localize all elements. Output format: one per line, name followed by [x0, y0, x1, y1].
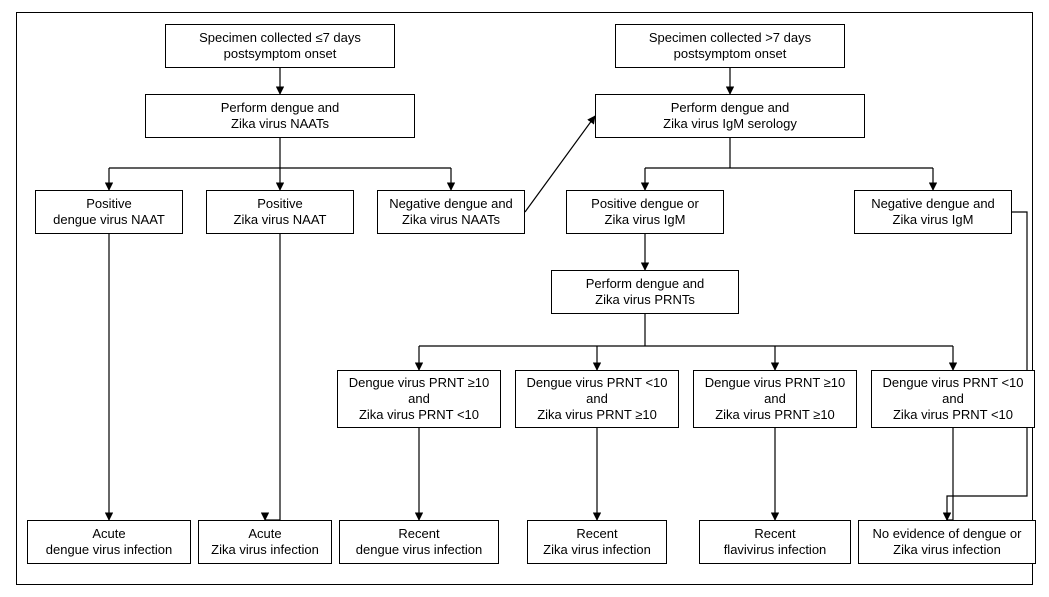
node-n_out4: RecentZika virus infection — [527, 520, 667, 564]
node-n_neg_igm: Negative dengue andZika virus IgM — [854, 190, 1012, 234]
node-n_prnt2: Dengue virus PRNT <10andZika virus PRNT … — [515, 370, 679, 428]
node-n_neg_naat: Negative dengue andZika virus NAATs — [377, 190, 525, 234]
node-n_out3: Recentdengue virus infection — [339, 520, 499, 564]
node-n_out2: AcuteZika virus infection — [198, 520, 332, 564]
node-n_right_test: Perform dengue andZika virus IgM serolog… — [595, 94, 865, 138]
node-n_prnt3: Dengue virus PRNT ≥10andZika virus PRNT … — [693, 370, 857, 428]
node-n_out1: Acutedengue virus infection — [27, 520, 191, 564]
node-n_pos_zika: PositiveZika virus NAAT — [206, 190, 354, 234]
node-n_out5: Recentflavivirus infection — [699, 520, 851, 564]
node-n_pos_igm: Positive dengue orZika virus IgM — [566, 190, 724, 234]
flowchart-canvas: Specimen collected ≤7 dayspostsymptom on… — [0, 0, 1049, 597]
node-n_pos_dengue: Positivedengue virus NAAT — [35, 190, 183, 234]
node-n_left_spec: Specimen collected ≤7 dayspostsymptom on… — [165, 24, 395, 68]
node-n_prnt: Perform dengue andZika virus PRNTs — [551, 270, 739, 314]
node-n_left_test: Perform dengue andZika virus NAATs — [145, 94, 415, 138]
node-n_right_spec: Specimen collected >7 dayspostsymptom on… — [615, 24, 845, 68]
node-n_prnt1: Dengue virus PRNT ≥10andZika virus PRNT … — [337, 370, 501, 428]
node-n_prnt4: Dengue virus PRNT <10andZika virus PRNT … — [871, 370, 1035, 428]
node-n_out6: No evidence of dengue orZika virus infec… — [858, 520, 1036, 564]
